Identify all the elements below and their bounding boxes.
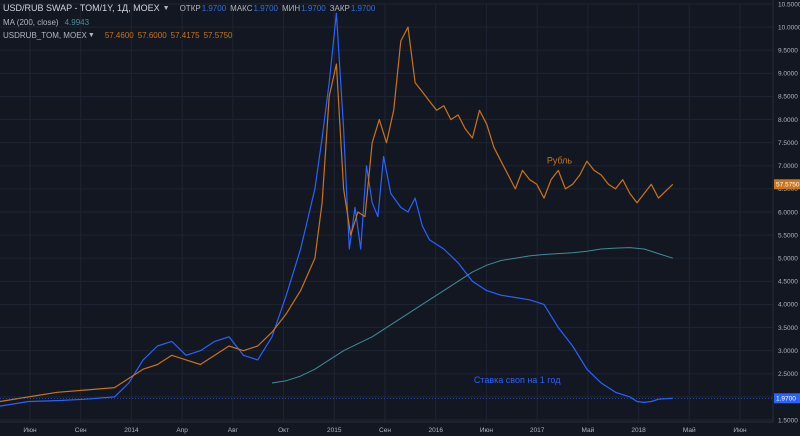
last-value-badges: 57.5750 1.9700	[774, 179, 800, 404]
x-tick-label: Сен	[379, 427, 391, 434]
badge-label-rub: 57.5750	[776, 182, 800, 189]
legend-main-row: USD/RUB SWAP - TOM/1Y, 1Д, MOEX ▼ ОТКР 1…	[3, 3, 375, 14]
y-tick-label: 10.0000	[778, 24, 800, 31]
x-tick-label: Июн	[480, 427, 494, 434]
chevron-down-icon[interactable]: ▼	[87, 32, 95, 39]
y-tick-label: 5.5000	[778, 232, 798, 239]
badge-bg-swap	[774, 393, 800, 404]
compare-open: 57.4600	[104, 31, 134, 40]
ma-value: 4.9943	[64, 18, 90, 27]
compare-low: 57.4175	[170, 31, 200, 40]
x-tick-label: Июн	[733, 427, 747, 434]
y-tick-label: 6.0000	[778, 209, 798, 216]
y-tick-label: 3.0000	[778, 348, 798, 355]
legend-compare-row: USDRUB_TOM, MOEX ▼ 57.4600 57.6000 57.41…	[3, 30, 375, 41]
y-tick-label: 3.5000	[778, 325, 798, 332]
x-tick-label: Апр	[176, 427, 188, 434]
open-label: ОТКР	[179, 4, 201, 13]
annotations: Рубль Ставка своп на 1 год	[474, 155, 573, 385]
time-axis[interactable]: Июн Сен 2014 Апр Авг Окт 2015 Сен 2016 Июн 2017 Май…	[23, 426, 747, 434]
chart-legend: USD/RUB SWAP - TOM/1Y, 1Д, MOEX ▼ ОТКР 1…	[3, 3, 375, 41]
y-tick-label: 1.5000	[778, 417, 798, 424]
high-label: МАКС	[230, 4, 253, 13]
high-value: 1.9700	[253, 4, 278, 13]
legend-ma-row: MA (200, close) 4.9943	[3, 17, 375, 28]
y-tick-label: 9.5000	[778, 48, 798, 55]
y-tick-label: 5.0000	[778, 256, 798, 263]
x-tick-label: 2014	[124, 427, 139, 434]
low-value: 1.9700	[301, 4, 326, 13]
x-tick-label: 2018	[631, 427, 646, 434]
y-tick-label: 8.5000	[778, 94, 798, 101]
x-tick-label: Авг	[228, 427, 239, 434]
y-tick-label: 7.0000	[778, 163, 798, 170]
symbol-title[interactable]: USD/RUB SWAP - TOM/1Y, 1Д, MOEX	[3, 3, 160, 13]
y-tick-label: 7.5000	[778, 140, 798, 147]
y-tick-label: 10.5000	[778, 1, 800, 8]
x-tick-label: Сен	[75, 427, 87, 434]
x-tick-label: Июн	[23, 427, 37, 434]
annotation-rub: Рубль	[547, 155, 573, 165]
series-line-swap	[0, 12, 673, 407]
badge-bg-rub	[774, 179, 800, 190]
series-line-ma	[271, 247, 673, 384]
series-layer	[0, 12, 773, 407]
close-value: 1.9700	[350, 4, 376, 13]
y-tick-label: 8.0000	[778, 117, 798, 124]
x-tick-label: Май	[683, 426, 696, 434]
y-tick-label: 4.5000	[778, 279, 798, 286]
low-label: МИН	[281, 4, 301, 13]
x-tick-label: 2015	[327, 427, 342, 434]
x-tick-label: 2017	[530, 427, 545, 434]
x-tick-label: Окт	[278, 427, 289, 434]
ma-title[interactable]: MA (200, close)	[3, 18, 59, 27]
y-tick-label: 4.0000	[778, 302, 798, 309]
compare-title[interactable]: USDRUB_TOM, MOEX	[3, 31, 87, 40]
y-tick-label: 9.0000	[778, 71, 798, 78]
open-value: 1.9700	[201, 4, 227, 13]
x-tick-label: 2016	[428, 427, 443, 434]
compare-close: 57.5750	[203, 31, 233, 40]
chevron-down-icon[interactable]: ▼	[162, 5, 170, 12]
series-line-rub	[0, 26, 674, 403]
compare-high: 57.6000	[137, 31, 167, 40]
x-tick-label: Май	[581, 426, 594, 434]
y-tick-label: 6.5000	[778, 186, 798, 193]
badge-label-swap: 1.9700	[776, 396, 796, 403]
close-label: ЗАКР	[329, 4, 350, 13]
y-tick-label: 2.5000	[778, 371, 798, 378]
annotation-swap: Ставка своп на 1 год	[474, 375, 561, 385]
